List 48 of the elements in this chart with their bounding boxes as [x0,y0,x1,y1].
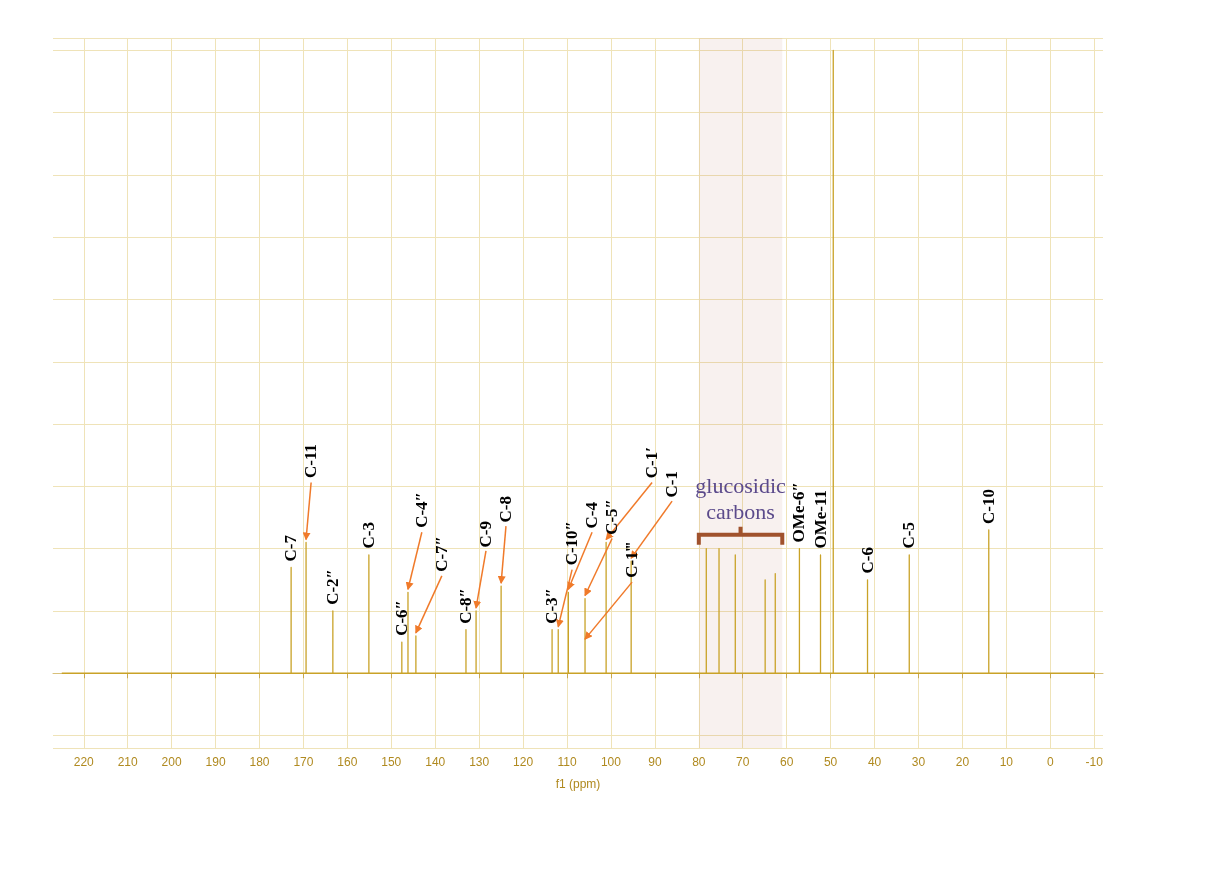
x-tick-label: 180 [249,755,270,769]
x-tick-label: 30 [911,755,926,769]
x-tick-label: 210 [117,755,139,769]
annotation: C-3″ [542,587,562,624]
annotation: C-1′ [642,447,662,479]
x-tick-label: 70 [736,755,750,769]
annotation: C-7 [281,534,301,562]
x-tick-label: 140 [425,755,446,769]
x-tick-label: 220 [73,755,95,769]
annotation: C-6″ [391,600,411,637]
x-tick-label: -10 [1085,755,1104,769]
x-tick-label: 110 [557,755,577,769]
annotation: C-3 [358,522,378,549]
annotation: C-8″ [455,587,475,624]
x-tick-label: 60 [780,755,794,769]
annotation: C-4″ [411,492,431,529]
x-tick-label: 0 [1046,755,1054,769]
annotation: C-7″ [431,536,451,572]
annotation: C-5 [899,522,919,549]
annotation: C-2″ [322,569,342,605]
x-tick-label: 190 [205,755,226,769]
x-tick-label: 130 [469,755,490,769]
annotation: C-1 [662,470,682,498]
x-tick-label: 200 [161,755,182,769]
band-label: glucosidic carbons [695,472,786,524]
x-tick-label: 120 [513,755,534,769]
x-axis-title: f1 (ppm) [555,777,601,791]
annotation: C-5″ [602,498,622,535]
x-tick-label: 150 [381,755,402,769]
annotation: OMe-6″ [789,482,809,543]
x-tick-label: 100 [600,755,622,769]
annotation: C-9 [475,520,495,547]
annotation: C-10 [978,489,998,525]
annotation: C-8 [495,495,515,523]
x-tick-label: 10 [999,755,1014,769]
x-tick-label: 20 [955,755,970,769]
annotation: C-11 [301,444,321,479]
x-tick-label: 160 [337,755,358,769]
x-tick-label: 170 [293,755,314,769]
x-tick-label: 80 [692,755,706,769]
annotation: C-4 [582,501,602,529]
annotation: C-6 [857,547,877,574]
x-tick-label: 50 [823,755,838,769]
annotation: OMe-11 [810,490,830,549]
x-tick-label: 40 [867,755,882,769]
x-tick-label: 90 [648,755,662,769]
annotation: C-10″ [562,521,582,566]
annotation: C-1‴ [622,542,642,579]
